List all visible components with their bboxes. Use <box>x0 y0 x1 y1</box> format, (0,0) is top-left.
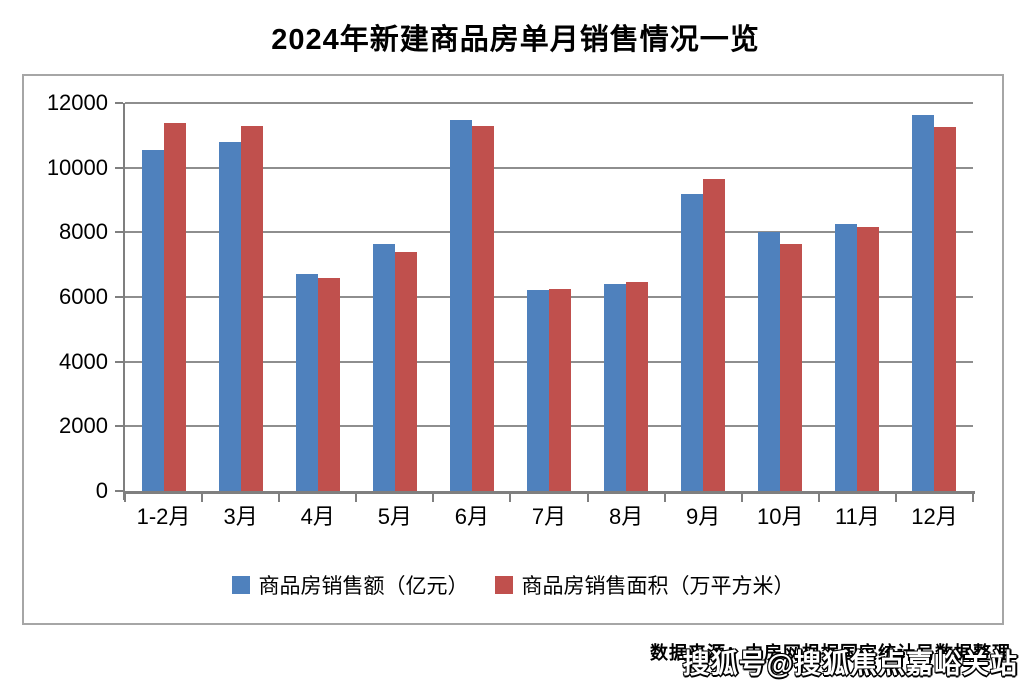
x-axis-label-5月: 5月 <box>377 504 412 529</box>
bar-12月-sales-amount <box>912 114 935 491</box>
bar-9月-sales-area <box>703 178 726 491</box>
y-axis-line <box>123 103 125 500</box>
bar-8月-sales-amount <box>604 284 627 491</box>
x-tick-4 <box>432 494 435 502</box>
x-tick-5 <box>509 494 512 502</box>
y-tick-12000 <box>115 102 123 104</box>
plot-area <box>115 102 975 502</box>
x-axis-label-3月: 3月 <box>223 504 258 529</box>
chart-title: 2024年新建商品房单月销售情况一览 <box>271 24 760 56</box>
y-axis-label-4000: 4000 <box>59 348 108 374</box>
legend: 商品房销售额（亿元） 商品房销售面积（万平方米） <box>24 570 1002 600</box>
x-axis-label-4月: 4月 <box>300 504 335 529</box>
x-axis-label-6月: 6月 <box>454 504 490 529</box>
x-tick-8 <box>740 494 743 502</box>
x-tick-0 <box>124 494 126 502</box>
bar-4月-sales-amount <box>295 274 318 491</box>
y-axis-label-12000: 12000 <box>46 90 108 115</box>
legend-swatch-red-icon <box>494 576 513 594</box>
bar-3月-sales-amount <box>218 142 241 491</box>
bar-1-2月-sales-area <box>163 123 186 491</box>
bar-3月-sales-area <box>240 125 263 491</box>
bar-6月-sales-area <box>471 125 494 491</box>
y-tick-2000 <box>115 425 123 428</box>
legend-label-sales-amount: 商品房销售额（亿元） <box>258 575 469 598</box>
y-axis-label-10000: 10000 <box>46 154 108 180</box>
bar-11月-sales-amount <box>835 223 858 491</box>
y-axis-label-6000: 6000 <box>59 284 108 309</box>
x-axis-label-1-2月: 1-2月 <box>136 504 191 529</box>
x-tick-11 <box>972 494 974 502</box>
chart-frame: 商品房销售额（亿元） 商品房销售面积（万平方米） 0 2000 4000 6000 80… <box>22 74 1004 625</box>
bar-7月-sales-area <box>549 288 571 491</box>
x-axis-line <box>123 491 975 494</box>
bar-10月-sales-amount <box>758 232 781 491</box>
y-axis-label-2000: 2000 <box>59 413 108 439</box>
y-axis-label-0: 0 <box>95 478 108 503</box>
bar-8月-sales-area <box>626 282 649 491</box>
x-axis-label-11月: 11月 <box>834 504 880 529</box>
bar-5月-sales-amount <box>372 244 395 491</box>
y-tick-0 <box>115 490 123 492</box>
bar-12月-sales-area <box>934 127 957 491</box>
gridline-8000 <box>125 231 973 234</box>
x-axis-label-8月: 8月 <box>608 504 644 529</box>
x-axis-label-12月: 12月 <box>911 504 958 529</box>
legend-item-sales-amount: 商品房销售额（亿元） <box>231 570 469 600</box>
bar-1-2月-sales-amount <box>141 149 164 491</box>
y-tick-6000 <box>115 296 123 298</box>
y-tick-8000 <box>115 231 123 234</box>
x-tick-10 <box>894 494 897 502</box>
bar-9月-sales-amount <box>681 194 704 491</box>
legend-item-sales-area: 商品房销售面积（万平方米） <box>494 570 795 600</box>
y-axis-label-8000: 8000 <box>59 219 108 245</box>
x-axis-label-7月: 7月 <box>531 504 567 529</box>
x-tick-3 <box>355 494 358 502</box>
data-source-text: 数据来源：中房网根据国家统计局数据整理 <box>650 643 1011 663</box>
bar-4月-sales-area <box>317 278 340 491</box>
x-tick-2 <box>278 494 281 502</box>
x-tick-6 <box>586 494 589 502</box>
x-axis-label-10月: 10月 <box>757 504 804 529</box>
watermark-text: 搜狐号@搜狐焦点嘉峪关站 <box>682 649 1018 679</box>
y-tick-4000 <box>115 360 123 363</box>
x-tick-7 <box>663 494 666 502</box>
legend-label-sales-area: 商品房销售面积（万平方米） <box>521 575 795 598</box>
x-axis-label-9月: 9月 <box>686 504 721 529</box>
gridline-10000 <box>125 166 973 169</box>
bar-7月-sales-amount <box>527 290 549 491</box>
bar-5月-sales-area <box>394 251 417 491</box>
bar-11月-sales-area <box>857 226 880 491</box>
legend-swatch-blue-icon <box>231 576 250 594</box>
bar-6月-sales-amount <box>449 120 472 491</box>
x-tick-1 <box>201 494 204 502</box>
y-tick-10000 <box>115 166 123 169</box>
gridline-12000 <box>125 102 973 104</box>
x-tick-9 <box>817 494 820 502</box>
bar-10月-sales-area <box>780 243 803 491</box>
